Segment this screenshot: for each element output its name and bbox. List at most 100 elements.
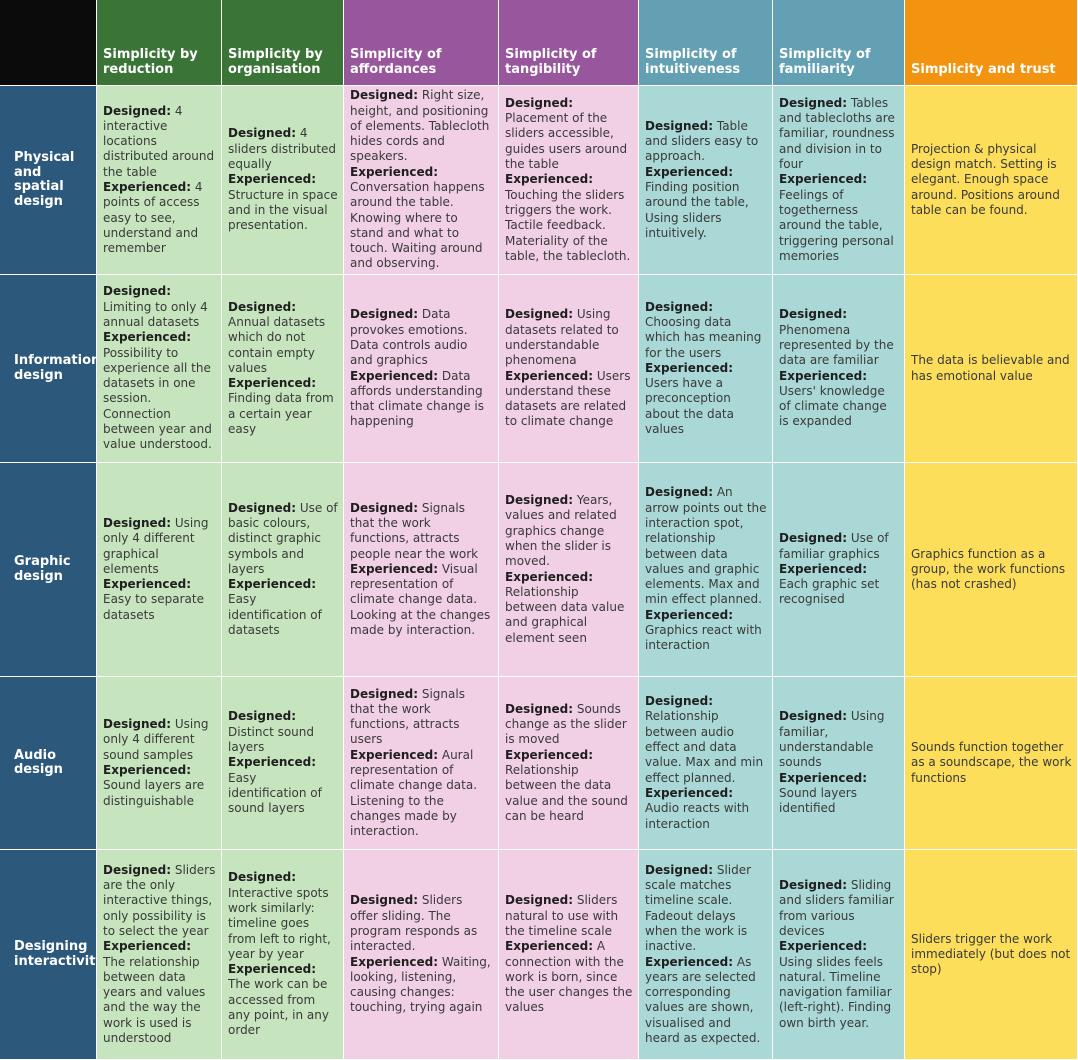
column-header-simplicity-by-reduction: Simplicity by reduction — [97, 0, 222, 86]
experienced-label: Experienced: — [103, 577, 192, 592]
experienced-label: Experienced: — [645, 785, 734, 800]
experienced-label: Experienced: — [505, 172, 594, 187]
experienced-text: Users' knowledge of climate change is ex… — [779, 383, 887, 429]
experienced-text: Possibility to experience all the datase… — [103, 345, 212, 452]
matrix-cell: Designed: Annual datasets which do not c… — [222, 275, 344, 463]
column-header-simplicity-of-familiarity: Simplicity of familiarity — [773, 0, 905, 86]
designed-text: Signals that the work functions, attract… — [350, 500, 479, 561]
experienced-label: Experienced: — [645, 607, 734, 622]
experienced-label: Experienced: — [350, 954, 439, 969]
experienced-label: Experienced: — [350, 561, 439, 576]
designed-label: Designed: — [350, 88, 419, 103]
designed-text: Sliders are the only interactive things,… — [103, 862, 216, 938]
designed-text: Using datasets related to understandable… — [505, 307, 619, 368]
experienced-label: Experienced: — [103, 763, 192, 777]
designed-block: Designed: Use of basic colours, distinct… — [228, 501, 338, 577]
designed-text: Sliders natural to use with the timeline… — [505, 893, 619, 938]
experienced-block: Experienced: Easy to separate datasets — [103, 577, 216, 623]
designed-text: Using only 4 different graphical element… — [103, 515, 209, 576]
designed-label: Designed: — [779, 878, 848, 893]
experienced-block: Experienced: 4 points of access easy to … — [103, 180, 216, 256]
designed-label: Designed: — [228, 500, 297, 515]
designed-text: Use of basic colours, distinct graphic s… — [228, 500, 338, 576]
experienced-block: Experienced: Users' knowledge of climate… — [779, 369, 899, 430]
designed-label: Designed: — [350, 893, 419, 908]
experienced-block: Experienced: Users understand these data… — [505, 369, 633, 430]
experienced-text: A connection with the work is born, sinc… — [505, 939, 633, 1015]
designed-label: Designed: — [350, 686, 419, 701]
experienced-label: Experienced: — [350, 368, 439, 383]
matrix-cell: Designed: Limiting to only 4 annual data… — [97, 275, 222, 463]
experienced-label: Experienced: — [779, 561, 868, 576]
matrix-cell: Designed: Sliders offer sliding. The pro… — [344, 850, 499, 1060]
designed-label: Designed: — [505, 307, 574, 322]
experienced-text: Waiting, looking, listening, causing cha… — [350, 954, 491, 1015]
experienced-text: Easy to separate datasets — [103, 592, 204, 622]
designed-text: Using only 4 different sound samples — [103, 717, 209, 762]
designed-text: Table and sliders easy to approach. — [645, 118, 759, 164]
experienced-text: The work can be accessed from any point,… — [228, 977, 329, 1038]
designed-block: Designed: Sliding and sliders familiar f… — [779, 878, 899, 939]
designed-block: Designed: Data provokes emotions. Data c… — [350, 307, 493, 368]
matrix-cell: Designed: 4 interactive locations distri… — [97, 86, 222, 275]
experienced-text: Using slides feels natural. Timeline nav… — [779, 954, 892, 1030]
designed-block: Designed: 4 sliders distributed equally — [228, 126, 338, 172]
designed-label: Designed: — [228, 299, 297, 314]
experienced-block: Experienced: Users have a preconception … — [645, 361, 767, 437]
experienced-block: Experienced: Audio reacts with interacti… — [645, 786, 767, 832]
designed-text: Data provokes emotions. Data controls au… — [350, 307, 468, 368]
designed-label: Designed: — [505, 493, 574, 508]
row-header-information-design: Information design — [0, 275, 97, 463]
cell-text: Projection & physical design match. Sett… — [911, 141, 1060, 217]
matrix-cell: Designed: Relationship between audio eff… — [639, 677, 773, 850]
designed-block: Designed: Relationship between audio eff… — [645, 694, 767, 786]
experienced-text: Easy identification of sound layers — [228, 770, 322, 816]
matrix-cell: Designed: Using datasets related to unde… — [499, 275, 639, 463]
designed-label: Designed: — [645, 485, 714, 500]
experienced-text: Finding data from a certain year easy — [228, 391, 334, 437]
experienced-text: Sound layers identified — [779, 785, 857, 816]
matrix-cell: Designed: An arrow points out the intera… — [639, 463, 773, 677]
experienced-text: Data affords understanding that climate … — [350, 368, 484, 429]
row-header-graphic-design: Graphic design — [0, 463, 97, 677]
column-header-simplicity-of-tangibility: Simplicity of tangibility — [499, 0, 639, 86]
experienced-text: Users have a preconception about the dat… — [645, 376, 734, 437]
experienced-text: Relationship between data value and grap… — [505, 584, 625, 645]
experienced-block: Experienced: Easy identification of data… — [228, 577, 338, 638]
designed-label: Designed: — [505, 95, 574, 110]
matrix-cell: Designed: Signals that the work function… — [344, 463, 499, 677]
matrix-cell: Designed: Sounds change as the slider is… — [499, 677, 639, 850]
designed-label: Designed: — [779, 307, 848, 322]
experienced-label: Experienced: — [103, 939, 192, 954]
matrix-cell: Designed: Table and sliders easy to appr… — [639, 86, 773, 275]
row-header-designing-interactivity: Designing interactivity — [0, 850, 97, 1060]
experienced-text: Easy identification of datasets — [228, 592, 322, 638]
experienced-block: Experienced: Waiting, looking, listening… — [350, 955, 493, 1016]
designed-block: Designed: Phenomena represented by the d… — [779, 307, 899, 368]
designed-block: Designed: Limiting to only 4 annual data… — [103, 284, 216, 330]
designed-label: Designed: — [645, 299, 714, 314]
designed-text: Interactive spots work similarly: timeli… — [228, 885, 331, 961]
experienced-label: Experienced: — [779, 368, 868, 383]
designed-label: Designed: — [645, 694, 714, 709]
experienced-label: Experienced: — [779, 939, 868, 954]
designed-block: Designed: Using familiar, understandable… — [779, 709, 899, 770]
designed-text: Using familiar, understandable sounds — [779, 709, 885, 770]
experienced-block: Experienced: Graphics react with interac… — [645, 608, 767, 654]
experienced-text: Graphics react with interaction — [645, 623, 762, 653]
designed-label: Designed: — [103, 515, 172, 530]
matrix-cell: Designed: Using familiar, understandable… — [773, 677, 905, 850]
designed-text: Choosing data which has meaning for the … — [645, 314, 762, 360]
experienced-block: Experienced: Easy identification of soun… — [228, 755, 338, 816]
column-header-simplicity-of-intuitiveness: Simplicity of intuitiveness — [639, 0, 773, 86]
designed-block: Designed: Placement of the sliders acces… — [505, 96, 633, 172]
designed-block: Designed: Table and sliders easy to appr… — [645, 119, 767, 165]
matrix-cell: Designed: Use of basic colours, distinct… — [222, 463, 344, 677]
experienced-block: Experienced: Finding position around the… — [645, 165, 767, 241]
experienced-label: Experienced: — [350, 747, 439, 762]
experienced-label: Experienced: — [645, 164, 734, 179]
designed-label: Designed: — [505, 701, 574, 716]
designed-text: Relationship between audio effect and da… — [645, 709, 764, 785]
matrix-cell: Designed: Sliders are the only interacti… — [97, 850, 222, 1060]
matrix-cell: The data is believable and has emotional… — [905, 275, 1078, 463]
